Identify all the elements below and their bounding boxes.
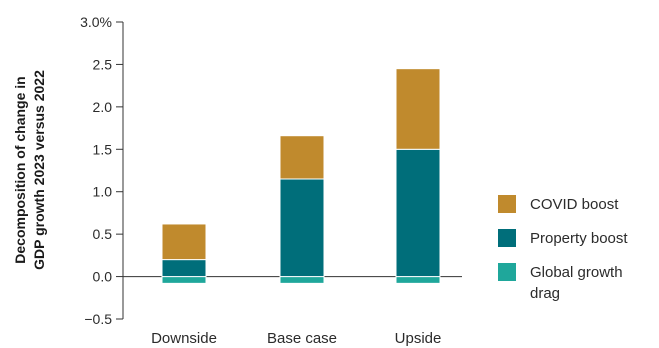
- x-axis-labels: Downside Base case Upside: [151, 330, 441, 347]
- y-tick-label: 3.0%: [80, 14, 112, 30]
- legend-swatch-covid-boost: [498, 195, 516, 213]
- x-tick-label: Upside: [395, 330, 442, 347]
- y-tick-label: 2.0: [93, 99, 113, 115]
- legend-item-property-boost: Property boost: [498, 228, 658, 249]
- y-tick-label: 0.5: [93, 226, 113, 242]
- y-tick-label: 1.0: [93, 184, 113, 200]
- bar-segment-global-growth-drag: [161, 276, 207, 284]
- legend-label-covid-boost: COVID boost: [530, 196, 619, 213]
- bar-segment-property-boost: [161, 259, 207, 278]
- legend-item-global-growth-drag: Global growth drag: [498, 262, 658, 304]
- legend: COVID boost Property boost Global growth…: [498, 194, 658, 317]
- bar-segment-property-boost: [279, 178, 325, 278]
- legend-swatch-global-growth-drag: [498, 263, 516, 281]
- legend-label-property-boost: Property boost: [530, 230, 628, 247]
- y-axis-title: Decomposition of change in GDP growth 20…: [12, 70, 47, 270]
- bar-segment-global-growth-drag: [279, 276, 325, 284]
- y-axis-title-line-2: GDP growth 2023 versus 2022: [31, 70, 47, 270]
- legend-label-global-growth-drag: Global growth drag: [530, 264, 623, 302]
- x-tick-label: Downside: [151, 330, 217, 347]
- x-tick-label: Base case: [267, 330, 337, 347]
- y-tick-label: 2.5: [93, 56, 113, 72]
- y-tick-label: 1.5: [93, 141, 113, 157]
- bar-segment-property-boost: [395, 148, 441, 278]
- y-tick-label: −0.5: [84, 311, 112, 327]
- bars: [161, 68, 441, 284]
- y-axis-title-line-1: Decomposition of change in: [12, 76, 28, 263]
- bar-segment-covid-boost: [161, 223, 207, 261]
- legend-swatch-property-boost: [498, 229, 516, 247]
- y-tick-label: 0.0: [93, 269, 113, 285]
- bar-segment-covid-boost: [279, 135, 325, 180]
- bar-segment-covid-boost: [395, 68, 441, 150]
- bar-segment-global-growth-drag: [395, 276, 441, 284]
- legend-item-covid-boost: COVID boost: [498, 194, 658, 215]
